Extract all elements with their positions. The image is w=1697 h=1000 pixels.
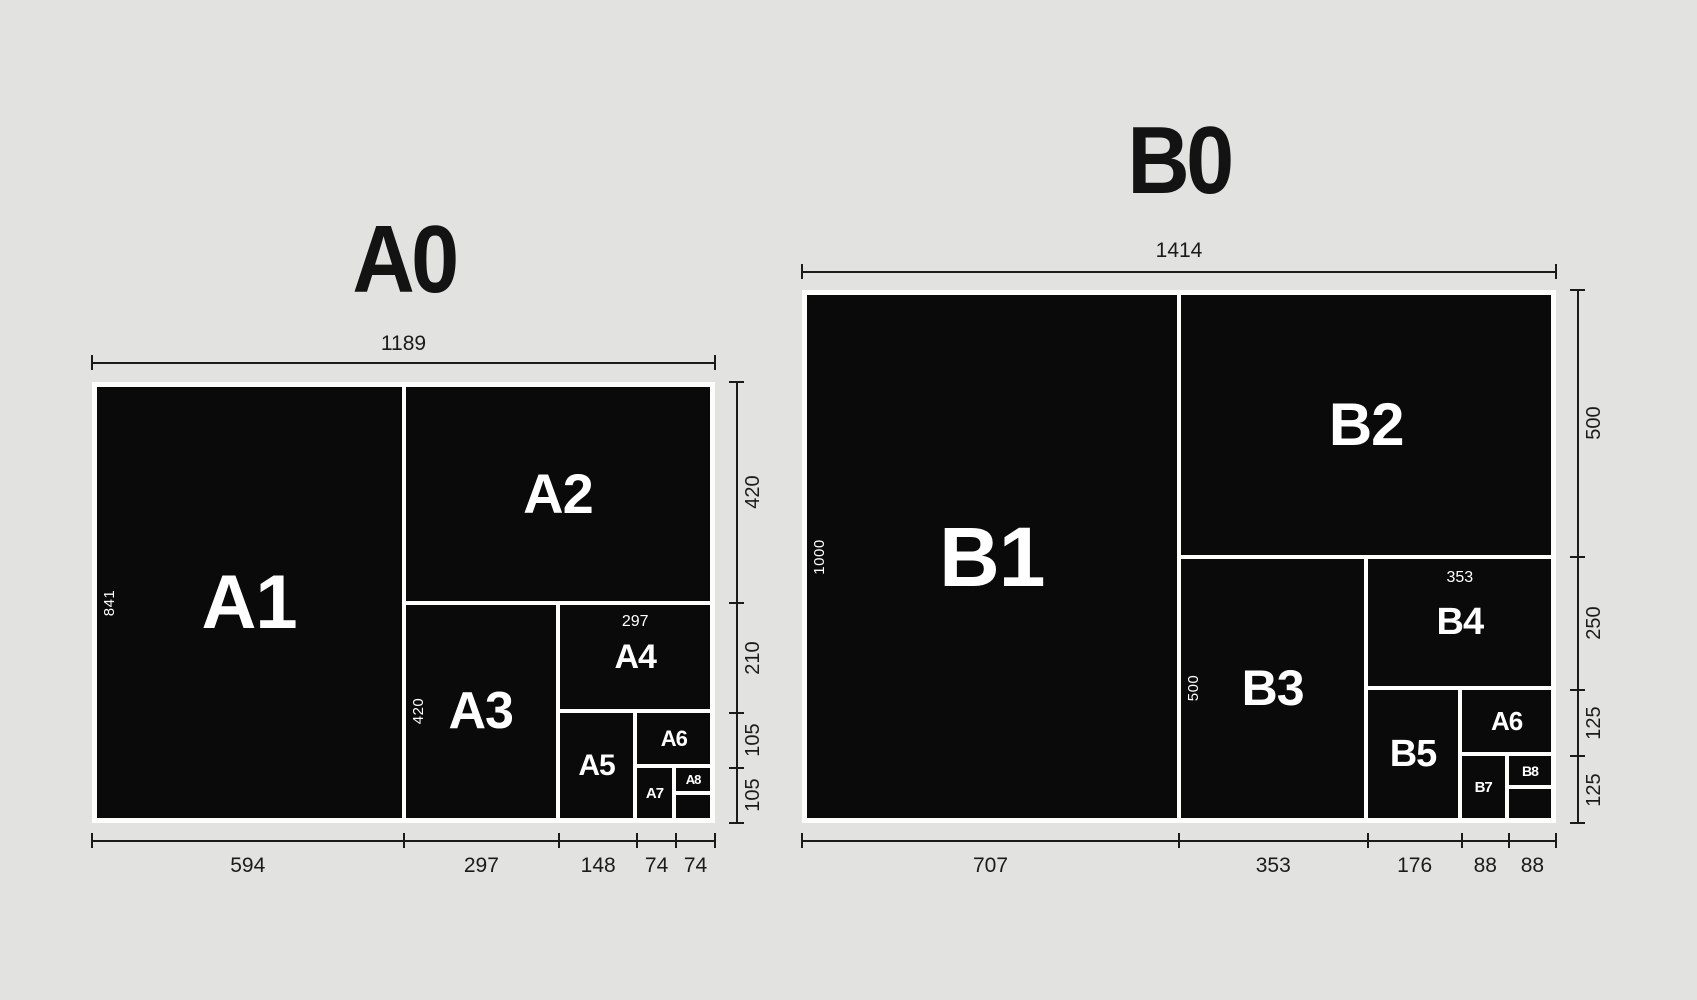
b0-bottom-dim-label: 353 [1255,854,1291,877]
b4-width-dim: 353 [1446,569,1474,587]
a0-top-dim-line [92,362,715,364]
cell-A9-remainder [673,793,713,821]
cell-A3: A3 420 [403,602,558,821]
a0-sheet: A1 841 A2 A3 420 A4 297 A5 A6 A7 A8 [92,382,715,823]
b0-sheet: B1 1000 B2 B3 500 B4 353 B5 A6 B7 B8 [802,290,1556,823]
b0-bottom-dim-label: 176 [1397,854,1433,877]
a0-right-dim-label: 210 [742,640,764,675]
a3-label: A3 [448,682,513,741]
b0-top-dim-line [802,271,1556,273]
dim-tick [801,833,803,848]
b0-right-dim-label: 125 [1583,773,1605,807]
cell-B8: B8 [1506,754,1554,788]
cell-A7: A7 [635,765,674,821]
cell-B7: B7 [1459,754,1507,821]
dim-tick [558,833,561,848]
cell-A6: A6 [635,711,713,766]
b8-label: B8 [1522,762,1539,779]
dim-tick [729,381,744,383]
b0-right-dim-label: 500 [1583,406,1605,440]
a0-bottom-dim-label: 148 [580,854,616,877]
cell-A2: A2 [403,384,713,603]
a3-height-dim: 420 [409,698,427,725]
dim-tick [729,601,744,604]
a4-label: A4 [614,637,656,676]
a1-label: A1 [201,559,297,645]
a2-label: A2 [523,461,594,525]
dim-tick [675,833,678,848]
cell-B1: B1 1000 [804,292,1179,821]
diagram-a0-title: A0 [351,206,459,313]
b0-bottom-dim-label: 88 [1520,854,1545,877]
b0-bottom-dim-label: 88 [1473,854,1497,877]
cell-B2: B2 [1179,292,1554,557]
dim-tick [801,264,803,279]
cell-B4: B4 353 [1366,556,1554,689]
a7-label: A7 [645,784,664,802]
b0-bottom-dim-label: 707 [972,854,1009,877]
b1-height-dim: 1000 [810,538,828,575]
cell-A4: A4 297 [557,602,713,712]
dim-tick [636,833,639,848]
a4-width-dim: 297 [621,612,649,630]
b1-label: B1 [939,509,1045,604]
dim-tick [729,711,744,714]
b2-label: B2 [1328,390,1405,458]
b7-label: B7 [1474,778,1493,796]
dim-tick [1460,833,1463,848]
a8-label: A8 [685,772,702,788]
dim-tick [1366,833,1369,848]
dim-tick [1570,755,1585,758]
a0-right-dim-label: 105 [742,723,764,757]
b6-label: A6 [1490,706,1523,737]
dim-tick [1570,555,1585,558]
dim-tick [402,833,405,848]
cell-B6: A6 [1459,688,1554,755]
a6-label: A6 [660,725,688,751]
b0-right-dim-label: 125 [1583,706,1605,740]
dim-tick [91,833,93,848]
dim-tick [1555,833,1557,848]
b5-label: B5 [1389,733,1438,776]
a0-bottom-dim-label: 74 [683,854,708,877]
a0-right-dim-label: 420 [742,475,764,509]
b3-height-dim: 500 [1185,675,1202,702]
dim-tick [729,822,744,824]
cell-A8: A8 [673,765,713,794]
a0-bottom-dim-label: 297 [463,854,499,877]
dim-tick [1555,264,1557,279]
cell-A5: A5 [557,711,636,821]
dim-tick [1570,688,1585,691]
dim-tick [91,355,93,370]
cell-B9-remainder [1506,787,1554,821]
b3-label: B3 [1241,660,1305,717]
b0-width-dim-label: 1414 [1155,239,1203,262]
dim-tick [1570,289,1585,291]
cell-B5: B5 [1366,688,1460,821]
diagram-b0-title: B0 [1127,107,1234,214]
b0-right-dim-label: 250 [1583,606,1605,640]
a1-height-dim: 841 [100,589,118,616]
b0-sheet-inner: B1 1000 B2 B3 500 B4 353 B5 A6 B7 B8 [804,292,1554,821]
a0-sheet-inner: A1 841 A2 A3 420 A4 297 A5 A6 A7 A8 [94,384,713,821]
dim-tick [1507,833,1510,848]
a0-width-dim-label: 1189 [380,332,427,355]
a0-bottom-dim-label: 74 [644,854,669,877]
a5-label: A5 [578,748,615,782]
cell-A1: A1 841 [94,384,404,821]
dim-tick [1570,822,1585,824]
cell-B3: B3 500 [1179,556,1367,821]
dim-tick [729,766,744,769]
a0-right-dim-label: 105 [742,778,764,813]
dim-tick [714,833,716,848]
dim-tick [1178,833,1180,848]
b4-label: B4 [1436,601,1485,644]
a0-bottom-dim-label: 594 [230,854,266,877]
dim-tick [714,355,716,370]
